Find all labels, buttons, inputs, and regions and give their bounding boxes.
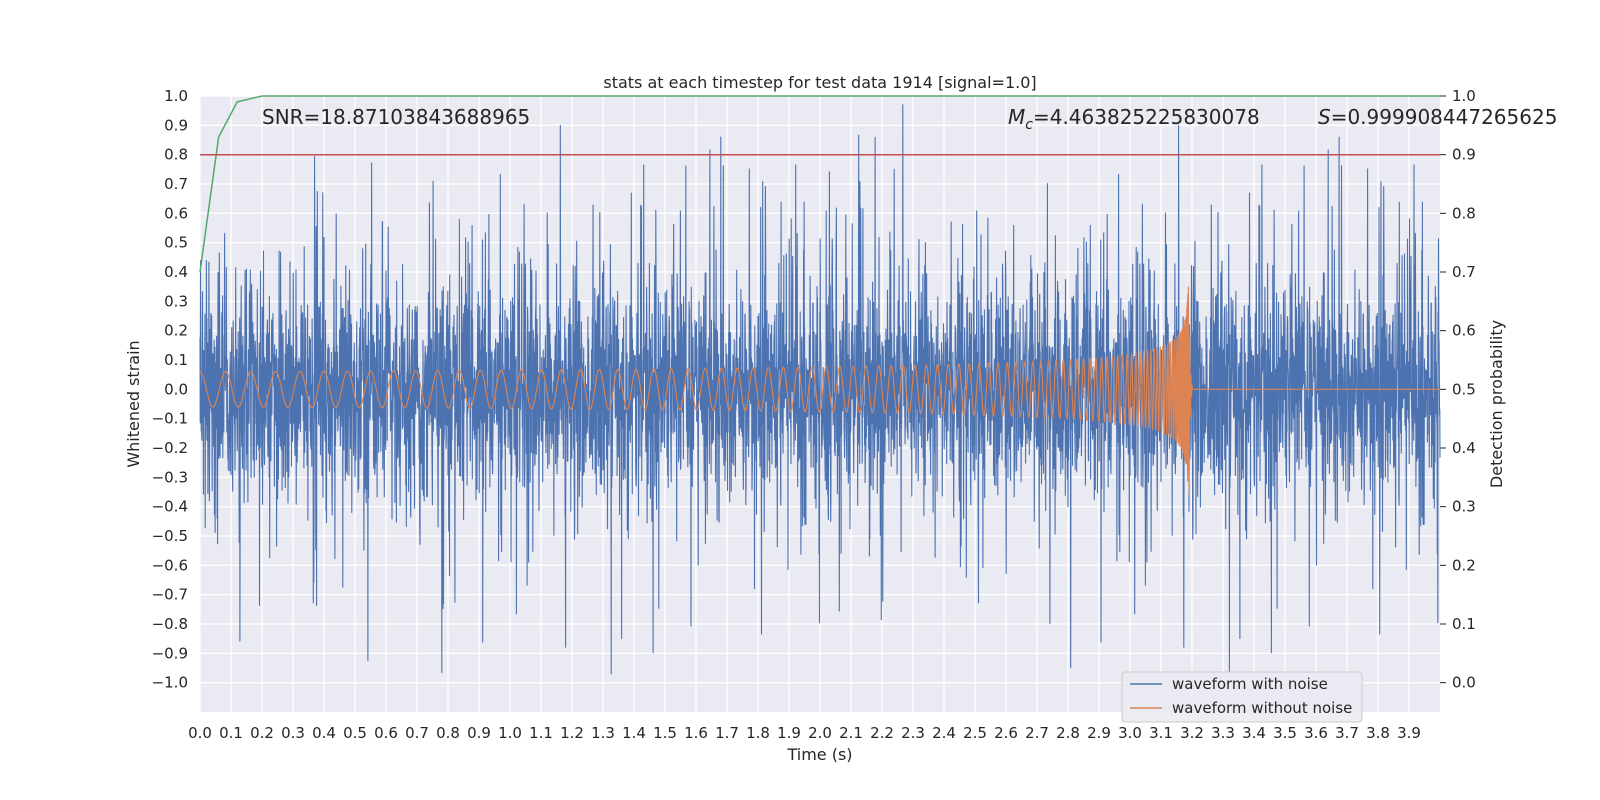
x-tick-label: 0.6 [374,724,398,742]
x-tick-label: 3.8 [1366,724,1390,742]
series-detection-probability [199,95,1440,273]
y-tick-label: 0.9 [164,116,188,134]
x-tick-label: 2.1 [839,724,863,742]
x-tick-label: 1.2 [560,724,584,742]
x-tick-label: 1.9 [777,724,801,742]
x-tick-label: 2.3 [901,724,925,742]
y2-tick-label: 0.7 [1452,263,1476,281]
y-tick-label: −0.5 [152,527,188,545]
legend-label-noise: waveform with noise [1172,675,1328,693]
x-tick-label: 0.1 [219,724,243,742]
y-tick-label: −0.9 [152,644,188,662]
y-tick-label: 0.1 [164,351,188,369]
snr-annotation: SNR=18.87103843688965 [262,105,530,129]
x-tick-label: 1.5 [653,724,677,742]
y2-tick-label: 0.0 [1452,674,1476,692]
y-tick-label: 1.0 [164,87,188,105]
y2-tick-label: 0.2 [1452,556,1476,574]
y-tick-label: 0.8 [164,146,188,164]
x-tick-label: 3.2 [1180,724,1204,742]
x-tick-label: 0.0 [188,724,212,742]
x-tick-label: 0.5 [343,724,367,742]
x-tick-label: 0.9 [467,724,491,742]
y2-axis-label: Detection probability [1487,320,1506,488]
score-annotation: S=0.999908447265625 [1318,105,1557,129]
legend-label-clean: waveform without noise [1172,699,1352,717]
x-tick-label: 0.3 [281,724,305,742]
x-tick-label: 3.3 [1211,724,1235,742]
x-tick-label: 2.2 [870,724,894,742]
x-tick-label: 3.0 [1118,724,1142,742]
legend-box [1121,671,1363,723]
y2-tick-label: 0.9 [1452,146,1476,164]
y-tick-label: −0.1 [152,410,188,428]
legend: waveform with noise waveform without noi… [1121,671,1363,723]
y-tick-label: −0.8 [152,615,188,633]
x-tick-label: 3.1 [1149,724,1173,742]
x-tick-label: 0.2 [250,724,274,742]
series-waveform-with-noise [199,104,1441,675]
x-tick-label: 2.7 [1025,724,1049,742]
x-tick-label: 1.0 [498,724,522,742]
y-tick-label: −0.3 [152,468,188,486]
y-tick-label: 0.2 [164,322,188,340]
y2-tick-label: 0.8 [1452,204,1476,222]
y2-tick-label: 1.0 [1452,87,1476,105]
x-tick-label: 2.4 [932,724,956,742]
x-tick-label: 2.5 [963,724,987,742]
x-tick-label: 0.8 [436,724,460,742]
y2-tick-labels: 1.0 0.9 0.8 0.7 0.6 0.5 0.4 0.3 0.2 0.1 0.0 [1452,87,1476,692]
y2-tick-label: 0.6 [1452,322,1476,340]
y-tick-label: 0.0 [164,380,188,398]
x-tick-label: 1.3 [591,724,615,742]
x-tick-label: 1.4 [622,724,646,742]
y-tick-label: −1.0 [152,674,188,692]
x-tick-label: 1.6 [684,724,708,742]
x-tick-label: 1.8 [746,724,770,742]
y-axis-label: Whitened strain [124,340,143,467]
y-tick-label: 0.3 [164,292,188,310]
series-layer [199,95,1441,675]
x-tick-label: 1.1 [529,724,553,742]
x-tick-label: 1.7 [715,724,739,742]
series-waveform-without-noise [199,286,1441,495]
x-tick-label: 0.7 [405,724,429,742]
chart-title: stats at each timestep for test data 191… [603,73,1036,92]
y-tick-label: −0.4 [152,498,188,516]
x-tick-label: 3.7 [1335,724,1359,742]
x-tick-label: 3.5 [1273,724,1297,742]
x-tick-label: 2.6 [994,724,1018,742]
y-tick-label: 0.5 [164,234,188,252]
x-tick-label: 2.0 [808,724,832,742]
y2-tick-label: 0.5 [1452,380,1476,398]
y-tick-labels: 1.0 0.9 0.8 0.7 0.6 0.5 0.4 0.3 0.2 0.1 0.0 −0.1 −0.… [152,87,188,692]
chirp-mass-annotation: Mc=4.463825225830078 [1008,105,1260,133]
x-tick-label: 3.9 [1397,724,1421,742]
x-tick-labels: 0.0 0.1 0.2 0.3 0.4 0.5 0.6 0.7 0.8 0.9 1.0 1.1 1.2 1… [188,724,1421,742]
x-tick-label: 3.4 [1242,724,1266,742]
y2-tick-label: 0.4 [1452,439,1476,457]
x-tick-label: 3.6 [1304,724,1328,742]
y-tick-label: 0.6 [164,204,188,222]
y-tick-label: −0.6 [152,556,188,574]
y2-tick-label: 0.1 [1452,615,1476,633]
x-tick-label: 0.4 [312,724,336,742]
x-tick-label: 2.8 [1056,724,1080,742]
y-tick-label: 0.4 [164,263,188,281]
y-tick-label: 0.7 [164,175,188,193]
x-axis-label: Time (s) [786,745,852,764]
y-tick-label: −0.2 [152,439,188,457]
x-tick-label: 2.9 [1087,724,1111,742]
y-tick-label: −0.7 [152,586,188,604]
y2-tick-label: 0.3 [1452,498,1476,516]
